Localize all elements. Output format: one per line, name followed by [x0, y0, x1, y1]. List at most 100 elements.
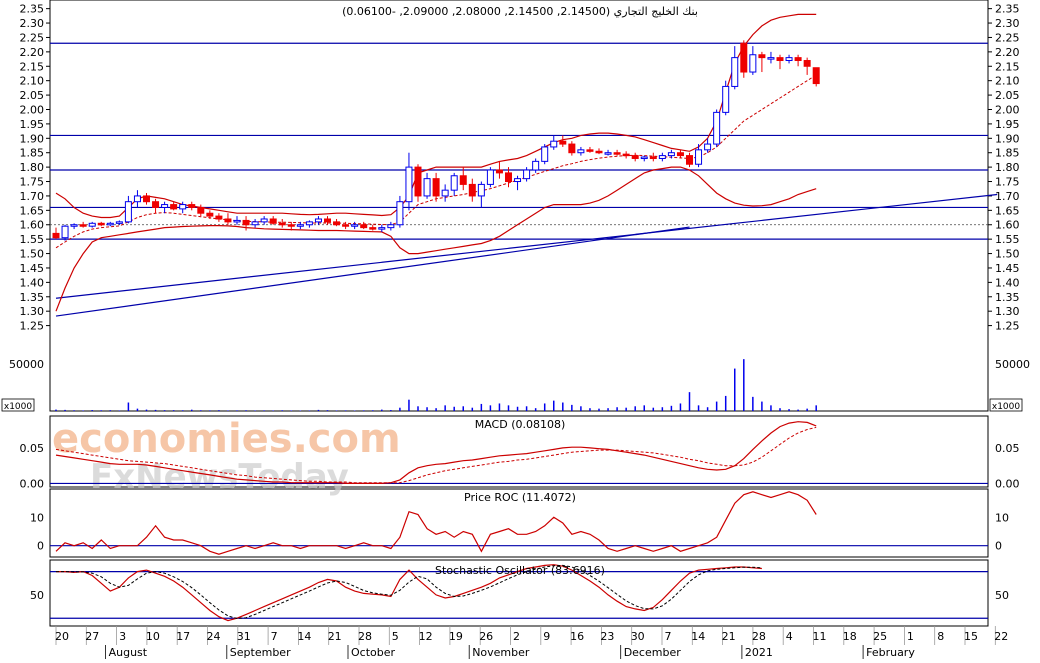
candle-body — [179, 204, 187, 210]
day-tick-label: 28 — [358, 630, 372, 643]
price-tick-label-right: 2.20 — [995, 46, 1020, 59]
candle-body — [505, 172, 512, 183]
macd-tick-label-left: 0.05 — [20, 442, 45, 455]
candle-body — [477, 183, 485, 197]
month-label: August — [109, 646, 148, 659]
day-tick-label: 15 — [964, 630, 978, 643]
candle-body — [97, 222, 105, 226]
candle-body — [70, 224, 78, 227]
candle-body — [342, 224, 350, 227]
day-tick-label: 11 — [813, 630, 827, 643]
day-tick-label: 19 — [449, 630, 463, 643]
price-tick-label-left: 1.70 — [20, 190, 45, 203]
day-tick-label: 22 — [994, 630, 1008, 643]
candle-body — [278, 222, 286, 226]
price-tick-label-left: 1.35 — [20, 291, 45, 304]
chart-title: بنك الخليج التجاري (2.14500, 2.14500, 2.… — [342, 5, 698, 18]
price-tick-label-left: 1.65 — [20, 204, 45, 217]
candle-body — [314, 218, 322, 223]
price-tick-label-right: 2.15 — [995, 60, 1020, 73]
price-tick-label-left: 1.50 — [20, 248, 45, 261]
price-tick-label-left: 2.25 — [20, 31, 45, 44]
price-tick-label-right: 1.85 — [995, 147, 1020, 160]
month-label: November — [472, 646, 530, 659]
volume-tick-label-right: 50000 — [995, 358, 1030, 371]
candle-body — [577, 149, 585, 154]
price-tick-label-left: 1.60 — [20, 219, 45, 232]
candle-body — [79, 224, 87, 227]
candle-body — [686, 155, 693, 165]
roc-line — [55, 491, 817, 555]
price-tick-label-right: 2.30 — [995, 17, 1020, 30]
candle-body — [559, 140, 567, 145]
stoch-k-line — [56, 564, 762, 622]
price-tick-label-left: 1.90 — [20, 132, 45, 145]
volume-scale-label-left: x1000 — [4, 402, 33, 412]
panel-frame-1 — [49, 415, 989, 488]
candle-body — [785, 57, 793, 62]
day-tick-label: 30 — [631, 630, 645, 643]
candle-body — [676, 152, 684, 157]
candle-body — [197, 206, 205, 214]
price-tick-label-right: 2.10 — [995, 75, 1020, 88]
candle-body — [749, 54, 757, 73]
day-tick-label: 14 — [297, 630, 311, 643]
candle-body — [731, 57, 739, 87]
candle-body — [188, 204, 196, 208]
price-tick-label-right: 1.80 — [995, 161, 1020, 174]
price-tick-label-left: 2.15 — [20, 60, 45, 73]
month-label: 2021 — [745, 646, 773, 659]
month-label: September — [230, 646, 291, 659]
candle-body — [360, 224, 368, 229]
candle-body — [776, 57, 784, 62]
candle-body — [532, 160, 540, 171]
candle-body — [206, 212, 214, 217]
candle-body — [161, 204, 169, 208]
day-tick-label: 7 — [271, 630, 278, 643]
bollinger-middle — [55, 74, 817, 249]
price-tick-label-left: 2.20 — [20, 46, 45, 59]
candle-body — [812, 67, 820, 85]
candle-body — [269, 218, 277, 224]
candle-body — [722, 85, 730, 113]
candle-body — [541, 146, 549, 162]
candle-body — [396, 201, 404, 226]
candle-body — [622, 153, 630, 157]
macd-tick-label-right: 0.00 — [995, 477, 1020, 490]
candle-body — [369, 227, 377, 230]
day-tick-label: 7 — [665, 630, 672, 643]
candle-body — [52, 232, 60, 239]
candle-body — [296, 224, 304, 227]
candle-body — [233, 219, 241, 223]
price-tick-label-right: 2.25 — [995, 31, 1020, 44]
candle-body — [695, 149, 703, 165]
day-tick-label: 26 — [479, 630, 493, 643]
candle-body — [88, 222, 96, 227]
candle-body — [224, 218, 232, 223]
price-tick-label-right: 1.70 — [995, 190, 1020, 203]
price-tick-label-left: 1.75 — [20, 176, 45, 189]
price-tick-label-left: 1.55 — [20, 233, 45, 246]
candle-body — [794, 57, 802, 62]
day-tick-label: 3 — [119, 630, 126, 643]
price-tick-label-right: 2.05 — [995, 89, 1020, 102]
price-tick-label-right: 1.45 — [995, 262, 1020, 275]
candle-body — [604, 152, 612, 155]
candle-body — [351, 224, 359, 227]
candle-body — [414, 166, 422, 197]
price-tick-label-right: 1.30 — [995, 305, 1020, 318]
candle-body — [378, 227, 386, 230]
price-tick-label-right: 1.65 — [995, 204, 1020, 217]
price-tick-label-right: 1.25 — [995, 320, 1020, 333]
candle-body — [568, 143, 576, 154]
price-tick-label-right: 1.90 — [995, 132, 1020, 145]
price-tick-label-left: 2.35 — [20, 3, 45, 16]
day-tick-label: 5 — [392, 630, 399, 643]
day-tick-label: 23 — [600, 630, 614, 643]
candle-body — [803, 60, 811, 67]
price-tick-label-right: 1.95 — [995, 118, 1020, 131]
candle-body — [305, 221, 313, 226]
volume-scale-box-left — [1, 398, 35, 412]
candle-body — [124, 201, 132, 223]
